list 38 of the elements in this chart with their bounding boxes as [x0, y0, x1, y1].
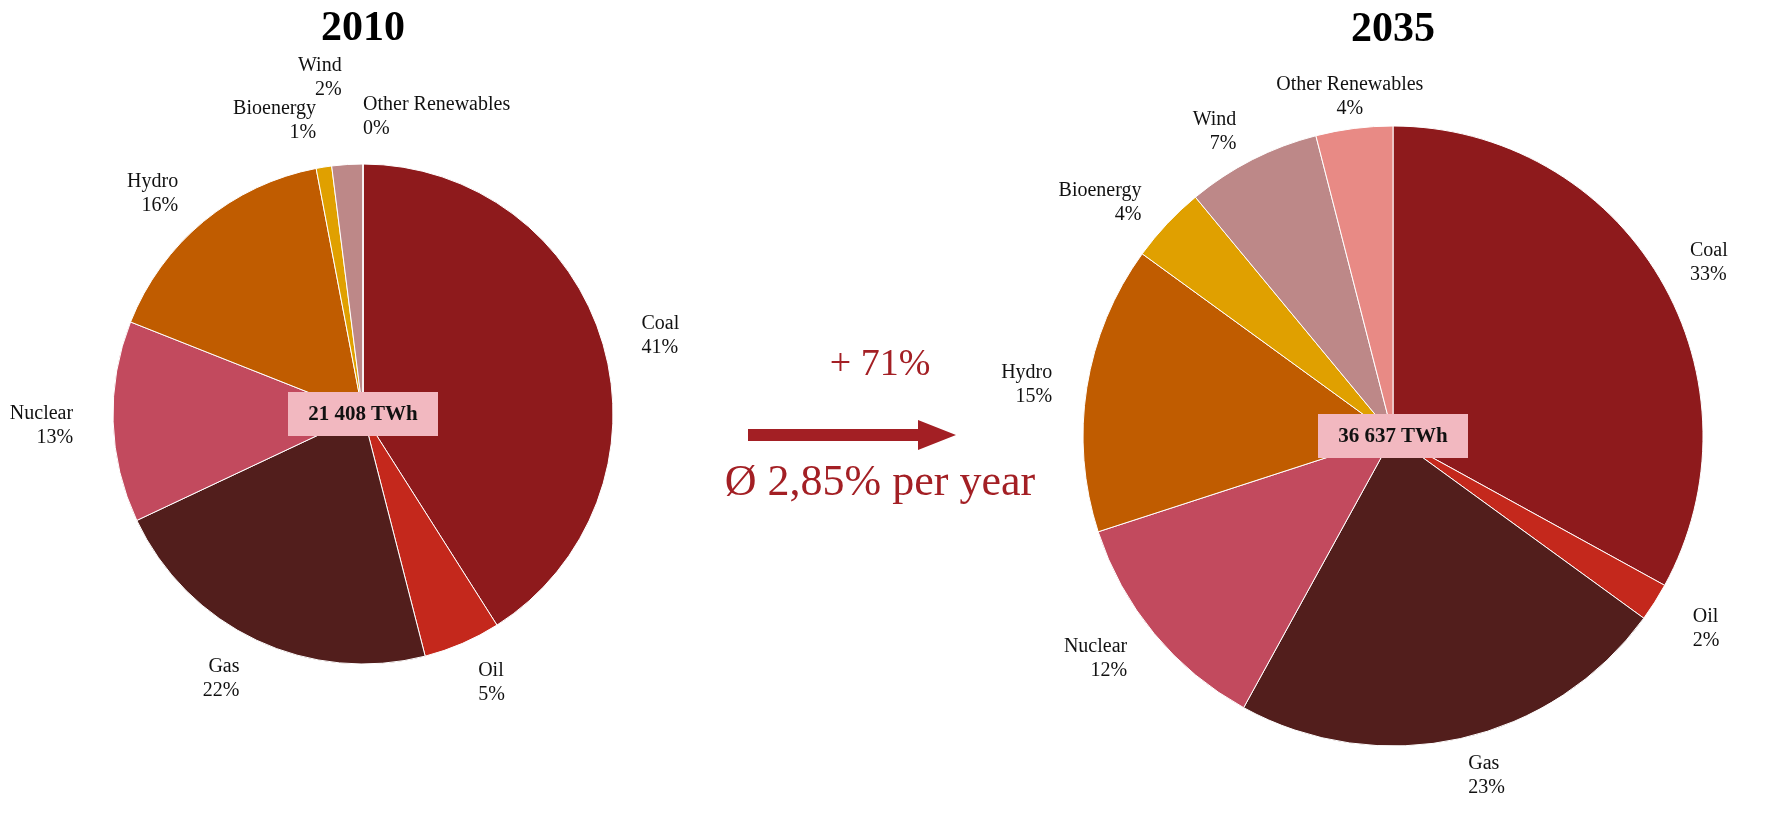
data-label: 12% [1090, 657, 1128, 680]
text: 36 637 TWh [1338, 423, 1448, 447]
data-label: 4% [1336, 95, 1364, 118]
slice-label: Other Renewables [1276, 71, 1424, 94]
text: 0% [363, 116, 390, 138]
text: 21 408 TWh [308, 401, 418, 425]
slice-label: Oil [1692, 604, 1719, 627]
slice-label: Wind [298, 52, 342, 75]
category-label: Other Renewables [363, 92, 511, 114]
slice-label: Wind [1192, 106, 1237, 129]
text: Ø 2,85% per year [723, 455, 1037, 506]
data-label: 7% [1209, 130, 1237, 153]
slice-label: Hydro [127, 168, 179, 192]
slice-label: Coal [641, 311, 680, 334]
data-label: 2% [1692, 628, 1720, 651]
slice-label: Bioenergy [1058, 177, 1142, 201]
text: + 71% [829, 341, 931, 383]
slice-label: Oil [478, 658, 505, 681]
slice-label: Hydro [1001, 360, 1053, 384]
slice-label: Bioenergy [233, 95, 317, 119]
slice-label: Nuclear [1063, 633, 1128, 656]
chart-title: 2010 [321, 2, 405, 49]
data-label: 5% [478, 682, 505, 705]
data-label: 33% [1689, 262, 1727, 285]
slice-label: Nuclear [9, 401, 74, 424]
chart-title: 2035 [1351, 4, 1435, 50]
slice-label: Coal [1689, 238, 1729, 261]
data-label: 1% [289, 119, 317, 142]
data-label: 23% [1468, 774, 1505, 797]
slice-label: Gas [208, 654, 240, 677]
data-label: 2% [314, 76, 342, 99]
data-label: 16% [141, 192, 179, 215]
slice-label: Gas [1468, 750, 1500, 773]
data-label: 41% [641, 335, 679, 358]
data-label: 4% [1114, 201, 1142, 224]
data-label: 15% [1015, 384, 1053, 407]
data-label: 22% [202, 678, 240, 701]
data-label: 13% [36, 425, 74, 448]
